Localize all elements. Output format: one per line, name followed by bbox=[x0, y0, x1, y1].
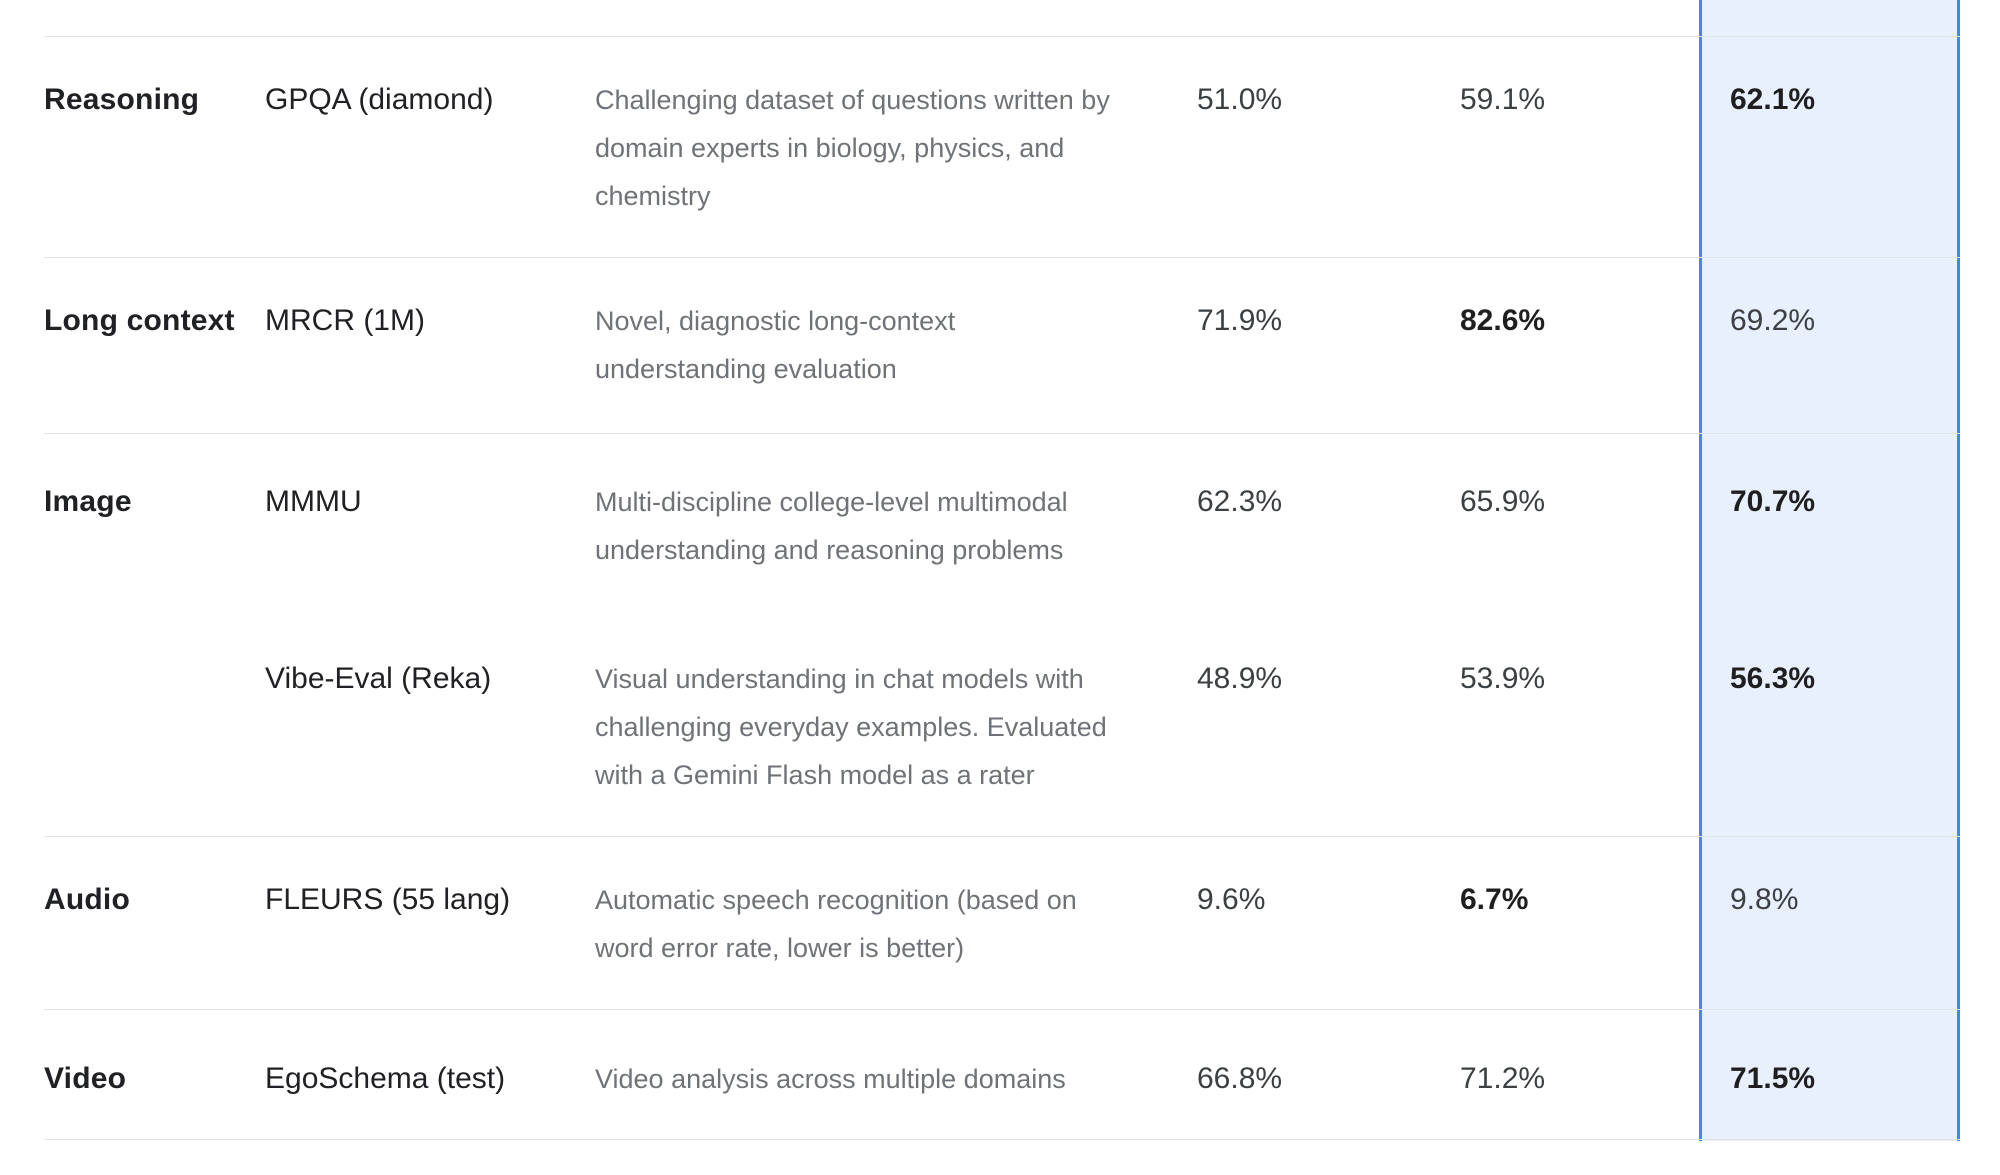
highlighted-column-band bbox=[1699, 0, 1960, 1141]
score-model-1: 9.6% bbox=[1197, 883, 1266, 916]
benchmark-description: Video analysis across multiple domains bbox=[595, 1064, 1066, 1094]
benchmark-description: Visual understanding in chat models with… bbox=[595, 664, 1107, 790]
table-row-reasoning: Reasoning GPQA (diamond) Challenging dat… bbox=[44, 36, 1960, 257]
score-model-2: 82.6% bbox=[1460, 304, 1546, 337]
score-model-1: 66.8% bbox=[1197, 1062, 1283, 1095]
benchmark-entry: Vibe-Eval (Reka) Visual understanding in… bbox=[265, 655, 1960, 799]
category-label: Reasoning bbox=[44, 83, 200, 116]
score-model-1: 48.9% bbox=[1197, 662, 1283, 695]
category-label: Long context bbox=[44, 304, 235, 337]
score-model-1: 62.3% bbox=[1197, 485, 1283, 518]
score-model-2: 6.7% bbox=[1460, 883, 1529, 916]
benchmark-description: Challenging dataset of questions written… bbox=[595, 85, 1110, 211]
benchmark-name: MMMU bbox=[265, 485, 362, 518]
benchmark-description: Novel, diagnostic long-context understan… bbox=[595, 306, 956, 384]
table-row-video: Video EgoSchema (test) Video analysis ac… bbox=[44, 1009, 1960, 1140]
score-model-3-highlighted: 56.3% bbox=[1730, 662, 1816, 695]
benchmark-name: FLEURS (55 lang) bbox=[265, 883, 511, 916]
score-model-2: 53.9% bbox=[1460, 662, 1546, 695]
benchmark-name: EgoSchema (test) bbox=[265, 1062, 506, 1095]
benchmark-name: Vibe-Eval (Reka) bbox=[265, 662, 492, 695]
benchmark-description: Multi-discipline college-level multimoda… bbox=[595, 487, 1068, 565]
score-model-2: 71.2% bbox=[1460, 1062, 1546, 1095]
score-model-3-highlighted: 9.8% bbox=[1730, 883, 1799, 916]
row-entries: EgoSchema (test) Video analysis across m… bbox=[265, 1055, 1960, 1139]
benchmark-name: GPQA (diamond) bbox=[265, 83, 494, 116]
row-entries: FLEURS (55 lang) Automatic speech recogn… bbox=[265, 876, 1960, 1009]
category-label: Image bbox=[44, 485, 132, 518]
score-model-1: 51.0% bbox=[1197, 83, 1283, 116]
benchmark-table: Reasoning GPQA (diamond) Challenging dat… bbox=[44, 0, 1960, 1141]
table-row-audio: Audio FLEURS (55 lang) Automatic speech … bbox=[44, 836, 1960, 1009]
benchmark-entry: GPQA (diamond) Challenging dataset of qu… bbox=[265, 76, 1960, 220]
benchmark-entry: MMMU Multi-discipline college-level mult… bbox=[265, 478, 1960, 574]
score-model-3-highlighted: 62.1% bbox=[1730, 83, 1816, 116]
benchmark-entry: MRCR (1M) Novel, diagnostic long-context… bbox=[265, 297, 1960, 393]
benchmark-entry: FLEURS (55 lang) Automatic speech recogn… bbox=[265, 876, 1960, 972]
table-row-image: Image MMMU Multi-discipline college-leve… bbox=[44, 433, 1960, 836]
score-model-3-highlighted: 69.2% bbox=[1730, 304, 1816, 337]
score-model-3-highlighted: 71.5% bbox=[1730, 1062, 1816, 1095]
category-label: Video bbox=[44, 1062, 127, 1095]
score-model-3-highlighted: 70.7% bbox=[1730, 485, 1816, 518]
table-row-long-context: Long context MRCR (1M) Novel, diagnostic… bbox=[44, 257, 1960, 433]
row-entries: MRCR (1M) Novel, diagnostic long-context… bbox=[265, 297, 1960, 433]
benchmark-name: MRCR (1M) bbox=[265, 304, 425, 337]
category-label: Audio bbox=[44, 883, 130, 916]
score-model-2: 59.1% bbox=[1460, 83, 1546, 116]
benchmark-entry: EgoSchema (test) Video analysis across m… bbox=[265, 1055, 1960, 1103]
score-model-2: 65.9% bbox=[1460, 485, 1546, 518]
row-entries: MMMU Multi-discipline college-level mult… bbox=[265, 478, 1960, 836]
row-entries: GPQA (diamond) Challenging dataset of qu… bbox=[265, 76, 1960, 257]
benchmark-description: Automatic speech recognition (based on w… bbox=[595, 885, 1077, 963]
score-model-1: 71.9% bbox=[1197, 304, 1283, 337]
